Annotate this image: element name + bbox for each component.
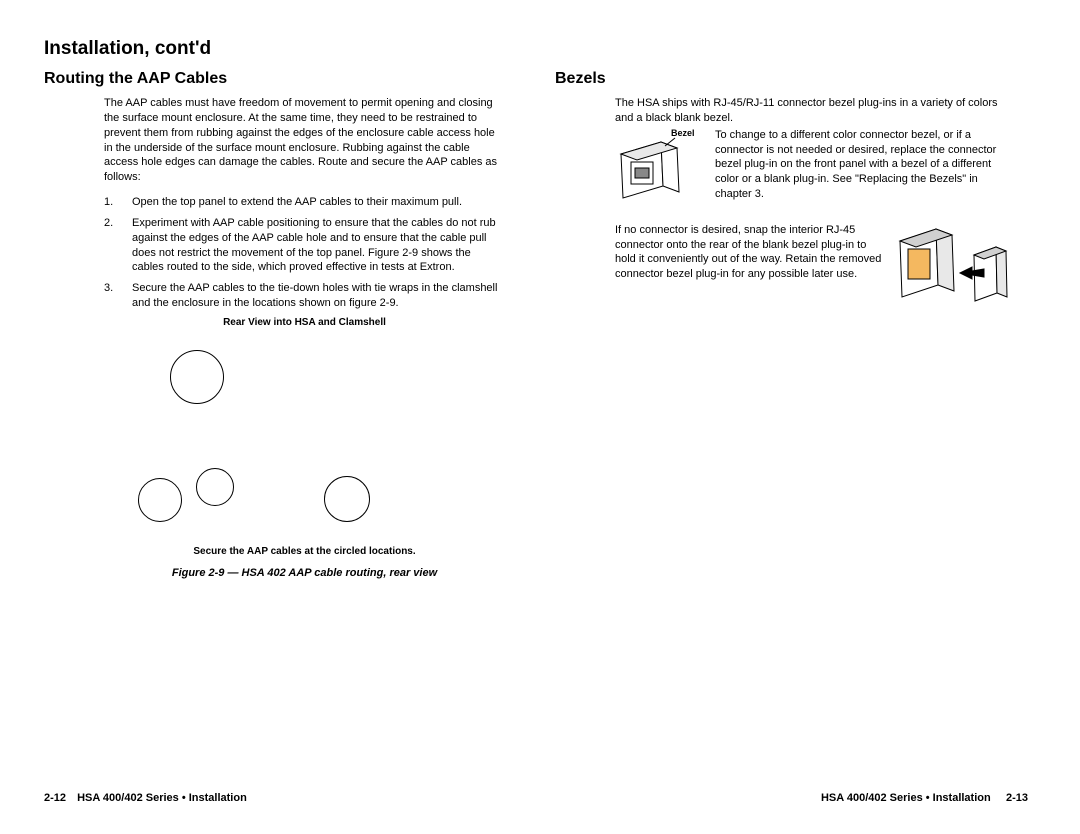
left-column: Routing the AAP Cables The AAP cables mu… — [44, 70, 525, 579]
two-column-layout: Routing the AAP Cables The AAP cables mu… — [44, 70, 1036, 579]
footer-text-right: HSA 400/402 Series • Installation — [821, 792, 991, 804]
footer-right: HSA 400/402 Series • Installation 2-13 — [821, 792, 1036, 804]
bezel-illustration-2 — [896, 223, 1016, 320]
bezel-block-1: Bezel To change to a different color — [615, 128, 1016, 213]
tie-down-circle — [196, 468, 234, 506]
routing-heading: Routing the AAP Cables — [44, 70, 525, 88]
routing-intro: The AAP cables must have freedom of move… — [104, 96, 505, 185]
step-num: 2. — [104, 216, 132, 275]
bezels-heading: Bezels — [555, 70, 1036, 88]
tie-down-circle — [170, 350, 224, 404]
bezel-icon — [615, 128, 707, 208]
step-2: 2. Experiment with AAP cable positioning… — [104, 216, 505, 275]
bezel-block-2: If no connector is desired, snap the int… — [615, 223, 1016, 320]
tie-down-circle — [138, 478, 182, 522]
figure-bottom-caption: Secure the AAP cables at the circled loc… — [104, 546, 505, 557]
bezel-text-2: If no connector is desired, snap the int… — [615, 223, 888, 320]
page-num-left: 2-12 — [44, 792, 74, 804]
bezel-text-1: To change to a different color connector… — [715, 128, 1016, 213]
step-text: Secure the AAP cables to the tie-down ho… — [132, 281, 505, 311]
page-title: Installation, cont'd — [44, 38, 1036, 60]
footer-text-left: HSA 400/402 Series • Installation — [77, 792, 247, 804]
bezel-label: Bezel — [671, 128, 695, 138]
figure-2-9-diagram — [104, 328, 505, 538]
right-column: Bezels The HSA ships with RJ-45/RJ-11 co… — [555, 70, 1036, 579]
footer-left: 2-12 HSA 400/402 Series • Installation — [44, 792, 247, 804]
step-1: 1. Open the top panel to extend the AAP … — [104, 195, 505, 210]
bezel-illustration-1: Bezel — [615, 128, 707, 213]
blank-bezel-icon — [896, 223, 1016, 315]
page-num-right: 2-13 — [1006, 792, 1036, 804]
step-num: 3. — [104, 281, 132, 311]
step-num: 1. — [104, 195, 132, 210]
step-3: 3. Secure the AAP cables to the tie-down… — [104, 281, 505, 311]
page-footer: 2-12 HSA 400/402 Series • Installation H… — [44, 792, 1036, 804]
tie-down-circle — [324, 476, 370, 522]
routing-steps: 1. Open the top panel to extend the AAP … — [104, 195, 505, 311]
figure-main-caption: Figure 2-9 — HSA 402 AAP cable routing, … — [104, 567, 505, 579]
step-text: Experiment with AAP cable positioning to… — [132, 216, 505, 275]
figure-top-caption: Rear View into HSA and Clamshell — [104, 317, 505, 328]
bezels-intro: The HSA ships with RJ-45/RJ-11 connector… — [615, 96, 1016, 126]
step-text: Open the top panel to extend the AAP cab… — [132, 195, 462, 210]
